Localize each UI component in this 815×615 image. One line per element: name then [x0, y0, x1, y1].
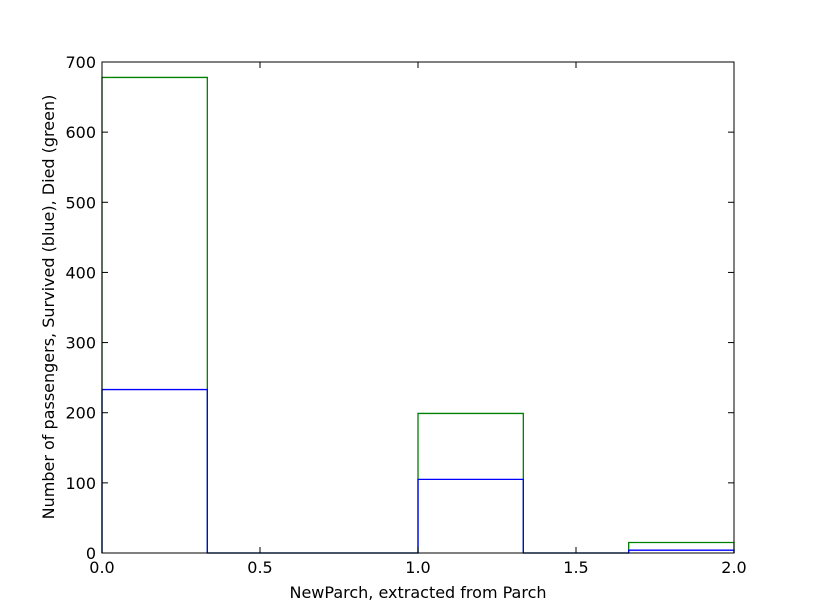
y-tick-label: 600 — [65, 123, 96, 142]
y-tick-label: 100 — [65, 474, 96, 493]
x-tick-label: 0.0 — [89, 558, 114, 577]
y-tick-label: 400 — [65, 263, 96, 282]
x-tick-label: 1.0 — [405, 558, 430, 577]
y-tick-label: 500 — [65, 193, 96, 212]
y-tick-label: 200 — [65, 404, 96, 423]
series-layer — [101, 76, 735, 554]
y-tick-label: 300 — [65, 334, 96, 353]
series-survived — [101, 388, 735, 554]
y-axis-label: Number of passengers, Survived (blue), D… — [39, 95, 58, 520]
x-axis-label: NewParch, extracted from Parch — [289, 583, 546, 602]
series-outline-survived — [101, 388, 735, 554]
series-outline-died — [101, 76, 735, 554]
x-tick-label: 0.5 — [247, 558, 272, 577]
series-died — [101, 76, 735, 554]
y-tick-label: 700 — [65, 53, 96, 72]
ticks-layer: 0.0 0.5 1.0 1.5 2.0 0 100 200 300 400 500 600 700 — [65, 53, 746, 577]
x-tick-label: 2.0 — [721, 558, 746, 577]
x-tick-label: 1.5 — [563, 558, 588, 577]
y-tick-label: 0 — [86, 544, 96, 563]
